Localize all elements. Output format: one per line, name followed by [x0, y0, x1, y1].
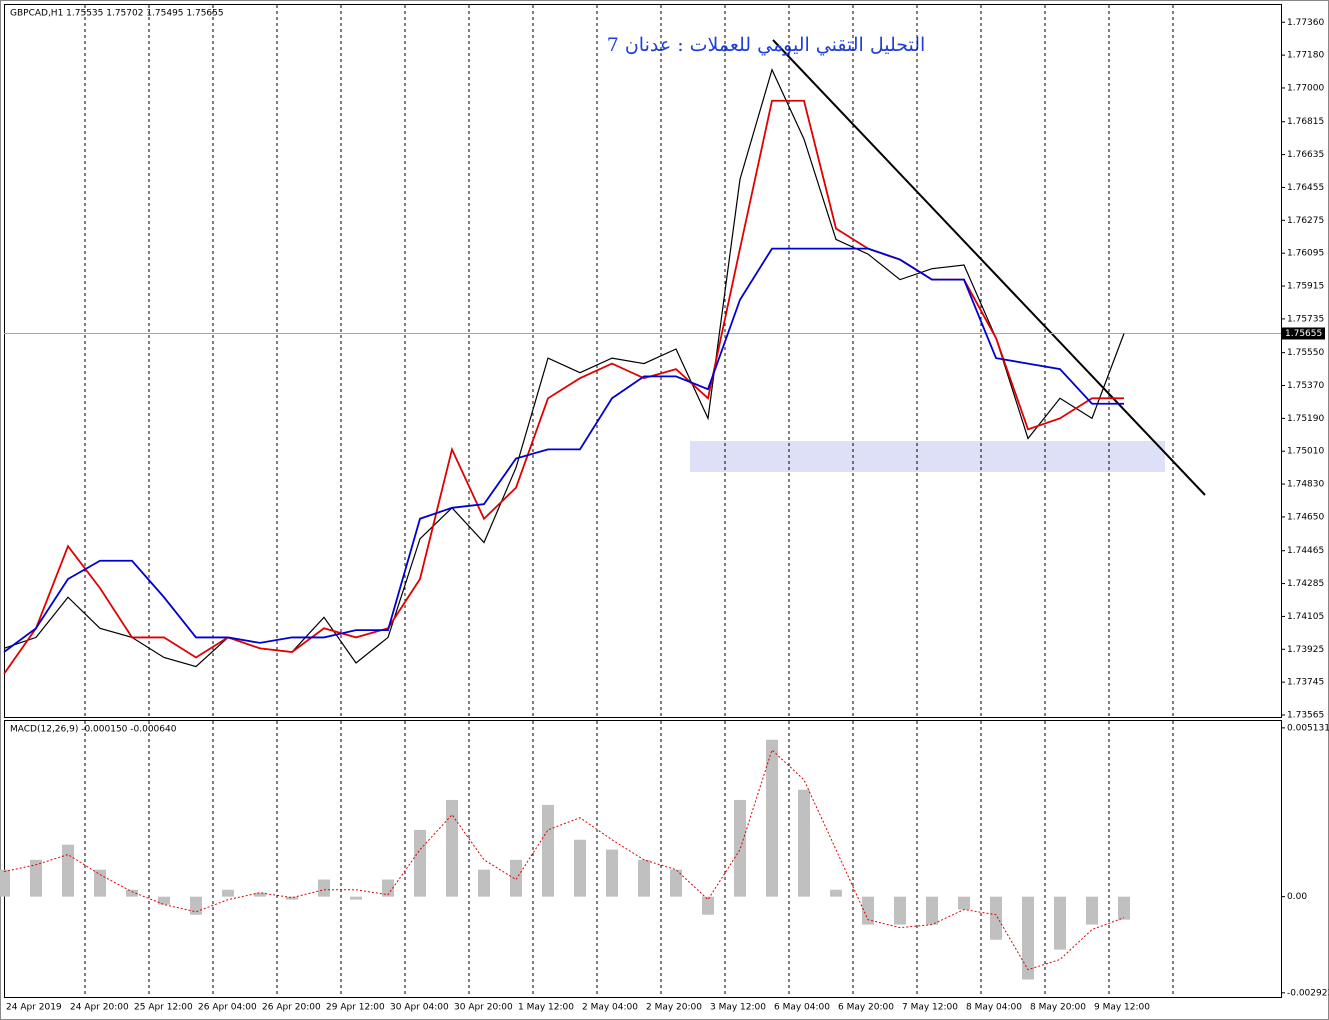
x-tick-label: 26 Apr 04:00 — [198, 1003, 257, 1013]
y-tick-label: 1.73565 — [1287, 710, 1324, 720]
y-tick-label: 1.75370 — [1287, 381, 1324, 391]
y-tick-label: 1.77180 — [1287, 51, 1324, 61]
x-tick-label: 24 Apr 2019 — [6, 1003, 62, 1013]
y-tick-label: 1.74105 — [1287, 612, 1324, 622]
current-price-box — [1281, 327, 1325, 340]
macd-bar — [62, 844, 74, 897]
y-tick-label: 1.77360 — [1287, 18, 1324, 28]
y-tick-label: -0.002923 — [1287, 988, 1329, 998]
macd-bar — [670, 869, 682, 897]
price-line — [3, 68, 1125, 668]
macd-bar — [94, 869, 106, 897]
y-tick-label: 1.74285 — [1287, 579, 1324, 589]
macd-bar — [734, 799, 746, 897]
support-zone — [690, 441, 1165, 472]
macd-header: MACD(12,26,9) -0.000150 -0.000640 — [10, 725, 177, 735]
x-tick-label: 2 May 20:00 — [646, 1003, 702, 1013]
x-tick-label: 7 May 12:00 — [902, 1003, 958, 1013]
y-tick-label: 1.76635 — [1287, 150, 1324, 160]
x-tick-label: 1 May 12:00 — [518, 1003, 574, 1013]
macd-bar — [542, 804, 554, 897]
price-pane — [4, 4, 1282, 718]
y-tick-label: 1.76455 — [1287, 183, 1324, 193]
macd-bar — [1022, 896, 1034, 980]
trend-line — [772, 39, 1206, 496]
macd-pane — [4, 720, 1282, 998]
price-line — [3, 247, 1124, 653]
macd-bar — [574, 839, 586, 897]
macd-bar — [414, 829, 426, 897]
macd-bar — [638, 859, 650, 897]
macd-bar — [1054, 896, 1066, 950]
y-tick-label: 1.76095 — [1287, 249, 1324, 259]
x-tick-label: 30 Apr 04:00 — [390, 1003, 449, 1013]
y-tick-label: 1.73925 — [1287, 645, 1324, 655]
macd-bar — [862, 896, 874, 925]
macd-bar — [190, 896, 202, 915]
symbol-header: GBPCAD,H1 1.75535 1.75702 1.75495 1.7565… — [10, 9, 224, 19]
x-tick-label: 30 Apr 20:00 — [454, 1003, 513, 1013]
macd-bar — [926, 896, 938, 925]
macd-bar — [1086, 896, 1098, 925]
macd-bar — [382, 879, 394, 897]
macd-bar — [30, 859, 42, 897]
x-tick-label: 6 May 20:00 — [838, 1003, 894, 1013]
y-tick-label: 1.75550 — [1287, 348, 1324, 358]
y-tick-label: 1.77000 — [1287, 83, 1324, 93]
x-tick-label: 8 May 04:00 — [966, 1003, 1022, 1013]
x-tick-label: 2 May 04:00 — [582, 1003, 638, 1013]
y-tick-label: 1.75010 — [1287, 447, 1324, 457]
y-tick-label: 1.76815 — [1287, 117, 1324, 127]
annotation: التحليل التقني اليومي للعملات : عدنان 7 — [607, 34, 926, 56]
macd-bar — [1118, 896, 1130, 920]
macd-bar — [510, 859, 522, 897]
y-tick-label: 1.75915 — [1287, 282, 1324, 292]
macd-bar — [958, 896, 970, 910]
macd-bar — [286, 896, 298, 900]
x-tick-label: 8 May 20:00 — [1030, 1003, 1086, 1013]
current-price-label: 1.75655 — [1285, 329, 1322, 339]
macd-bar — [606, 849, 618, 897]
macd-bar — [830, 889, 842, 897]
y-tick-label: 1.73745 — [1287, 678, 1324, 688]
macd-bar — [318, 879, 330, 897]
x-tick-label: 6 May 04:00 — [774, 1003, 830, 1013]
macd-bar — [702, 896, 714, 915]
macd-bar — [254, 892, 266, 897]
macd-bar — [350, 896, 362, 900]
macd-bar — [798, 789, 810, 897]
signal-line — [3, 749, 1125, 971]
x-tick-label: 24 Apr 20:00 — [70, 1003, 129, 1013]
macd-bar — [446, 799, 458, 897]
macd-bar — [478, 869, 490, 897]
y-tick-label: 0.00 — [1287, 892, 1307, 902]
x-tick-label: 9 May 12:00 — [1094, 1003, 1150, 1013]
macd-bar — [158, 896, 170, 905]
macd-bar — [222, 889, 234, 897]
macd-bar — [126, 889, 138, 897]
y-tick-label: 1.74650 — [1287, 512, 1324, 522]
y-tick-label: 1.76275 — [1287, 216, 1324, 226]
x-tick-label: 26 Apr 20:00 — [262, 1003, 321, 1013]
y-tick-label: 1.75735 — [1287, 314, 1324, 324]
macd-bar — [894, 896, 906, 925]
y-tick-label: 1.75190 — [1287, 414, 1324, 424]
macd-bar — [0, 869, 10, 897]
y-tick-label: 1.74465 — [1287, 546, 1324, 556]
x-tick-label: 3 May 12:00 — [710, 1003, 766, 1013]
x-tick-label: 25 Apr 12:00 — [134, 1003, 193, 1013]
macd-bar — [766, 739, 778, 897]
macd-bar — [990, 896, 1002, 940]
y-tick-label: 1.74830 — [1287, 480, 1324, 490]
y-tick-label: 0.005131 — [1287, 723, 1329, 733]
x-tick-label: 29 Apr 12:00 — [326, 1003, 385, 1013]
